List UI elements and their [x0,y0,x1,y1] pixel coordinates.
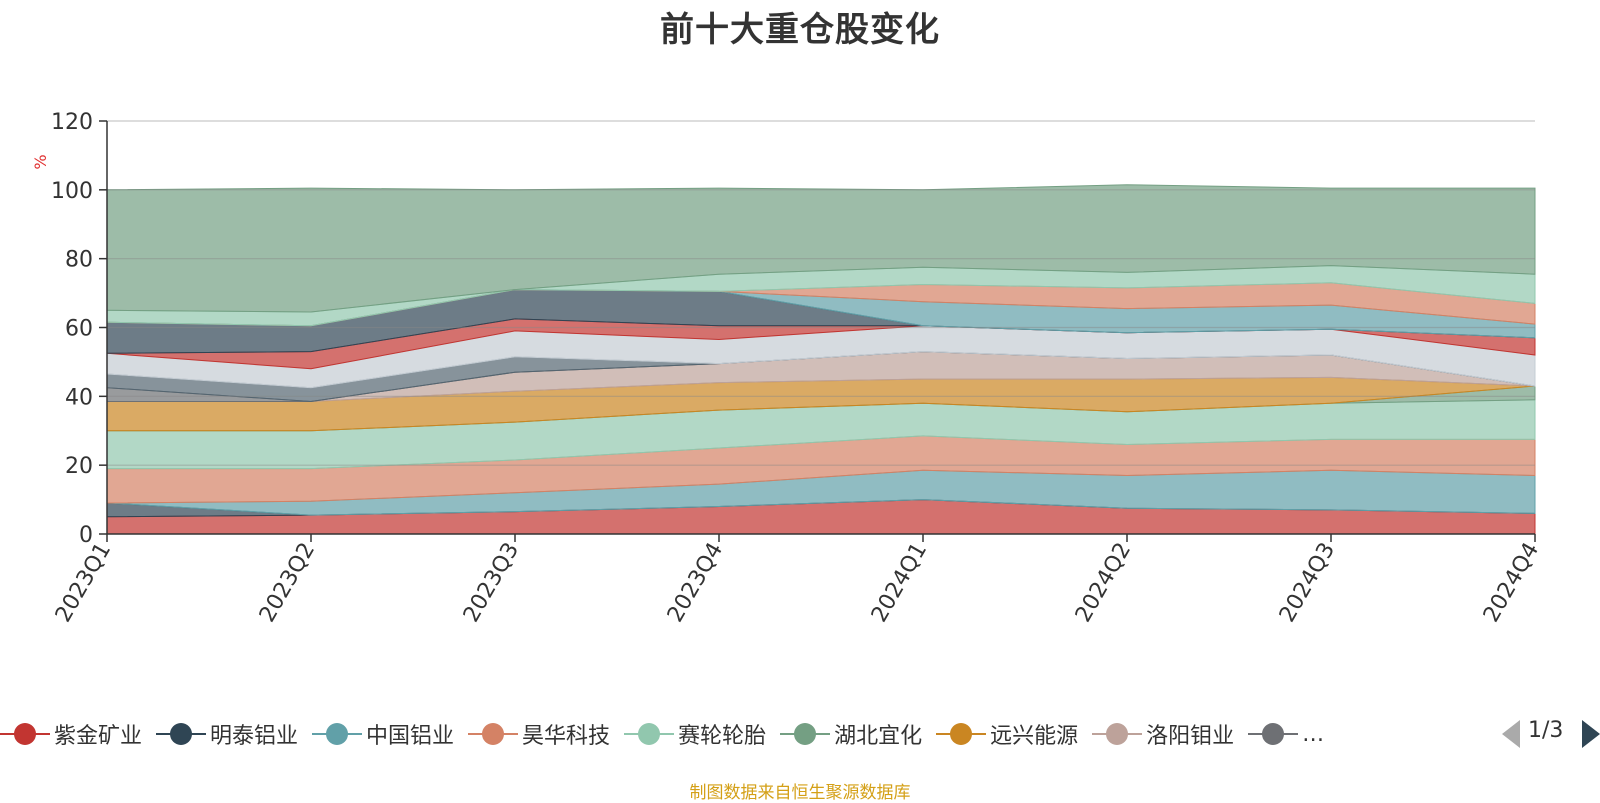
legend-item[interactable]: 中国铝业 [312,714,454,754]
legend-label: 中国铝业 [366,724,455,749]
legend-pager: 1/3 [1500,716,1600,752]
triangle-right-icon[interactable] [1582,720,1600,748]
chart-title: 前十大重仓股变化 [660,10,940,50]
legend-item[interactable]: 湖北宜化 [780,714,922,754]
legend-circle-icon [780,722,831,746]
x-tick-label: 2024Q2 [1071,539,1136,627]
legend-item[interactable]: 洛阳钼业 [1092,714,1234,754]
x-tick-label: 2024Q4 [1479,539,1544,627]
source-note: 制图数据来自恒生聚源数据库 [689,783,911,803]
y-tick-label: 0 [79,523,93,548]
x-tick-label: 2023Q2 [255,539,320,627]
legend-item[interactable]: … [1248,714,1324,754]
y-axis-label: % [31,154,50,169]
legend-circle-icon [312,722,363,746]
legend-page-indicator: 1/3 [1528,718,1564,743]
legend-item[interactable]: 昊华科技 [468,714,610,754]
triangle-left-icon[interactable] [1502,720,1520,748]
legend-circle-icon [1248,722,1299,746]
y-tick-label: 60 [65,317,93,342]
legend-label: 明泰铝业 [210,724,299,749]
legend-circle-icon [624,722,675,746]
legend: 紫金矿业 明泰铝业 中国铝业 昊华科技 赛轮轮胎 湖北宜化 远兴能源 洛阳钼业 … [0,714,1500,754]
legend-label: 远兴能源 [990,724,1079,749]
stacked-area-chart: 0 20 40 60 80 100 120 2023Q1 2023Q2 2023Q3 2023Q4… [31,110,1544,627]
area-series-17 [106,184,1536,313]
legend-label: 湖北宜化 [834,724,923,749]
legend-circle-icon [0,722,50,746]
legend-label: 昊华科技 [522,724,611,749]
legend-circle-icon [1092,722,1143,746]
y-tick-label: 100 [51,179,93,204]
x-tick-label: 2023Q3 [459,539,524,627]
legend-label: 赛轮轮胎 [678,724,767,749]
legend-item[interactable]: 明泰铝业 [156,714,298,754]
legend-circle-icon [468,722,519,746]
legend-label: 紫金矿业 [54,724,143,749]
y-tick-label: 40 [65,385,93,410]
y-tick-label: 20 [65,454,93,479]
legend-circle-icon [936,722,987,746]
legend-item[interactable]: 赛轮轮胎 [624,714,766,754]
x-tick-label: 2023Q4 [663,539,728,627]
legend-label: … [1302,721,1325,747]
legend-item[interactable]: 远兴能源 [936,714,1078,754]
legend-label: 洛阳钼业 [1146,724,1235,749]
x-tick-label: 2023Q1 [51,539,116,627]
x-tick-label: 2024Q3 [1275,539,1340,627]
y-tick-label: 120 [51,110,93,135]
x-tick-label: 2024Q1 [867,539,932,627]
y-tick-label: 80 [65,248,93,273]
legend-item[interactable]: 紫金矿业 [0,714,142,754]
legend-circle-icon [156,722,207,746]
